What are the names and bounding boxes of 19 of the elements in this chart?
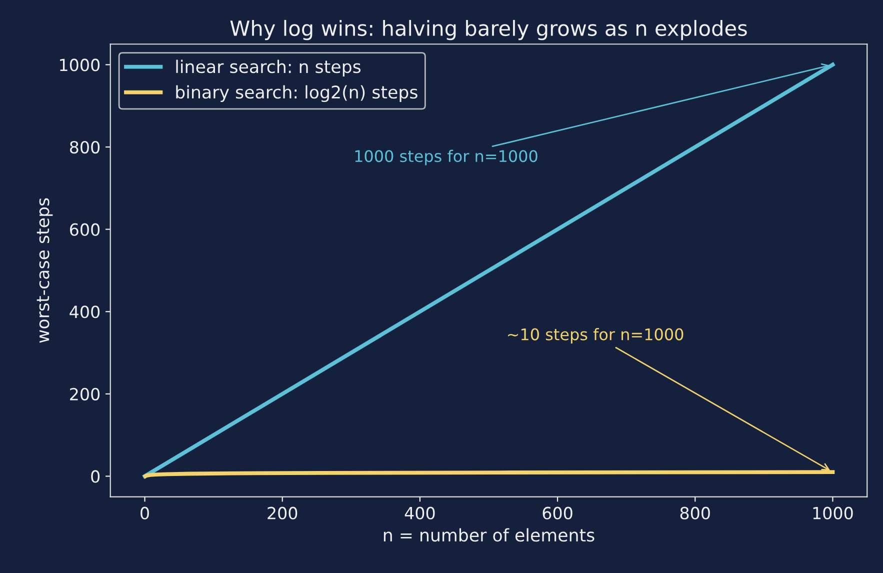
y-tick-label: 400	[70, 306, 100, 318]
x-tick-label: 200	[268, 506, 298, 520]
y-tick-label: 200	[70, 388, 100, 400]
annotation: 1000 steps for n=1000	[355, 150, 538, 166]
x-tick-label: 0	[140, 506, 149, 520]
y-tick-label: 1000	[60, 58, 100, 72]
y-tick-label: 0	[91, 470, 100, 483]
legend-label: linear search: n steps	[176, 60, 361, 77]
annotation: ~10 steps for n=1000	[508, 328, 684, 344]
x-tick-label: 800	[680, 506, 710, 520]
x-tick-label: 400	[404, 506, 435, 520]
y-tick-label: 800	[70, 140, 100, 154]
x-axis-title: n = number of elements	[384, 528, 594, 542]
x-tick-label: 600	[542, 506, 572, 520]
y-tick-label: 600	[70, 223, 100, 236]
x-tick-label: 1000	[813, 506, 853, 520]
legend-label: binary search: log2(n) steps	[176, 85, 418, 102]
y-axis-title: worst-case steps	[36, 198, 53, 343]
chart-title: Why log wins: halving barely grows as n explodes	[230, 20, 747, 40]
